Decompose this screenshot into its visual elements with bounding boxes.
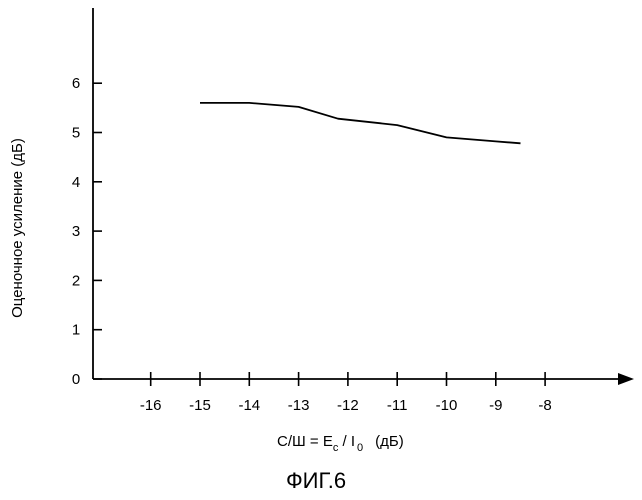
x-tick-label: -15 xyxy=(189,397,211,414)
y-axis-label: Оценочное усиление (дБ) xyxy=(9,138,26,318)
x-tick-label: -13 xyxy=(288,397,310,414)
x-tick-label: -10 xyxy=(436,397,458,414)
x-axis-arrow xyxy=(618,373,634,385)
series-layer xyxy=(200,103,521,143)
y-axis: 0 1 2 3 4 5 6 xyxy=(72,8,102,388)
x-tick-label: -16 xyxy=(140,397,162,414)
x-axis-label-mid: / I xyxy=(338,433,355,450)
x-tick-label: -11 xyxy=(387,397,408,414)
x-axis-label: С/Ш = Ec / I0(дБ) xyxy=(277,433,404,454)
y-tick-label: 0 xyxy=(72,371,80,388)
x-tick-label: -8 xyxy=(538,397,551,414)
x-axis: -16 -15 -14 -13 -12 -11 -10 -9 -8 xyxy=(93,372,634,414)
x-axis-label-unit: (дБ) xyxy=(375,433,404,450)
x-tick-label: -12 xyxy=(337,397,359,414)
y-tick-label: 1 xyxy=(72,322,80,339)
y-tick-label: 6 xyxy=(72,75,80,92)
y-tick-label: 3 xyxy=(72,223,80,240)
y-tick-label: 4 xyxy=(72,174,80,191)
series-line-0 xyxy=(200,103,521,143)
x-axis-label-sub2: 0 xyxy=(357,442,363,454)
x-tick-label: -9 xyxy=(489,397,502,414)
y-tick-label: 2 xyxy=(72,272,80,289)
figure-title: ФИГ.6 xyxy=(286,468,346,493)
x-tick-label: -14 xyxy=(238,397,260,414)
y-tick-label: 5 xyxy=(72,125,80,142)
x-axis-label-prefix: С/Ш = E xyxy=(277,433,333,450)
